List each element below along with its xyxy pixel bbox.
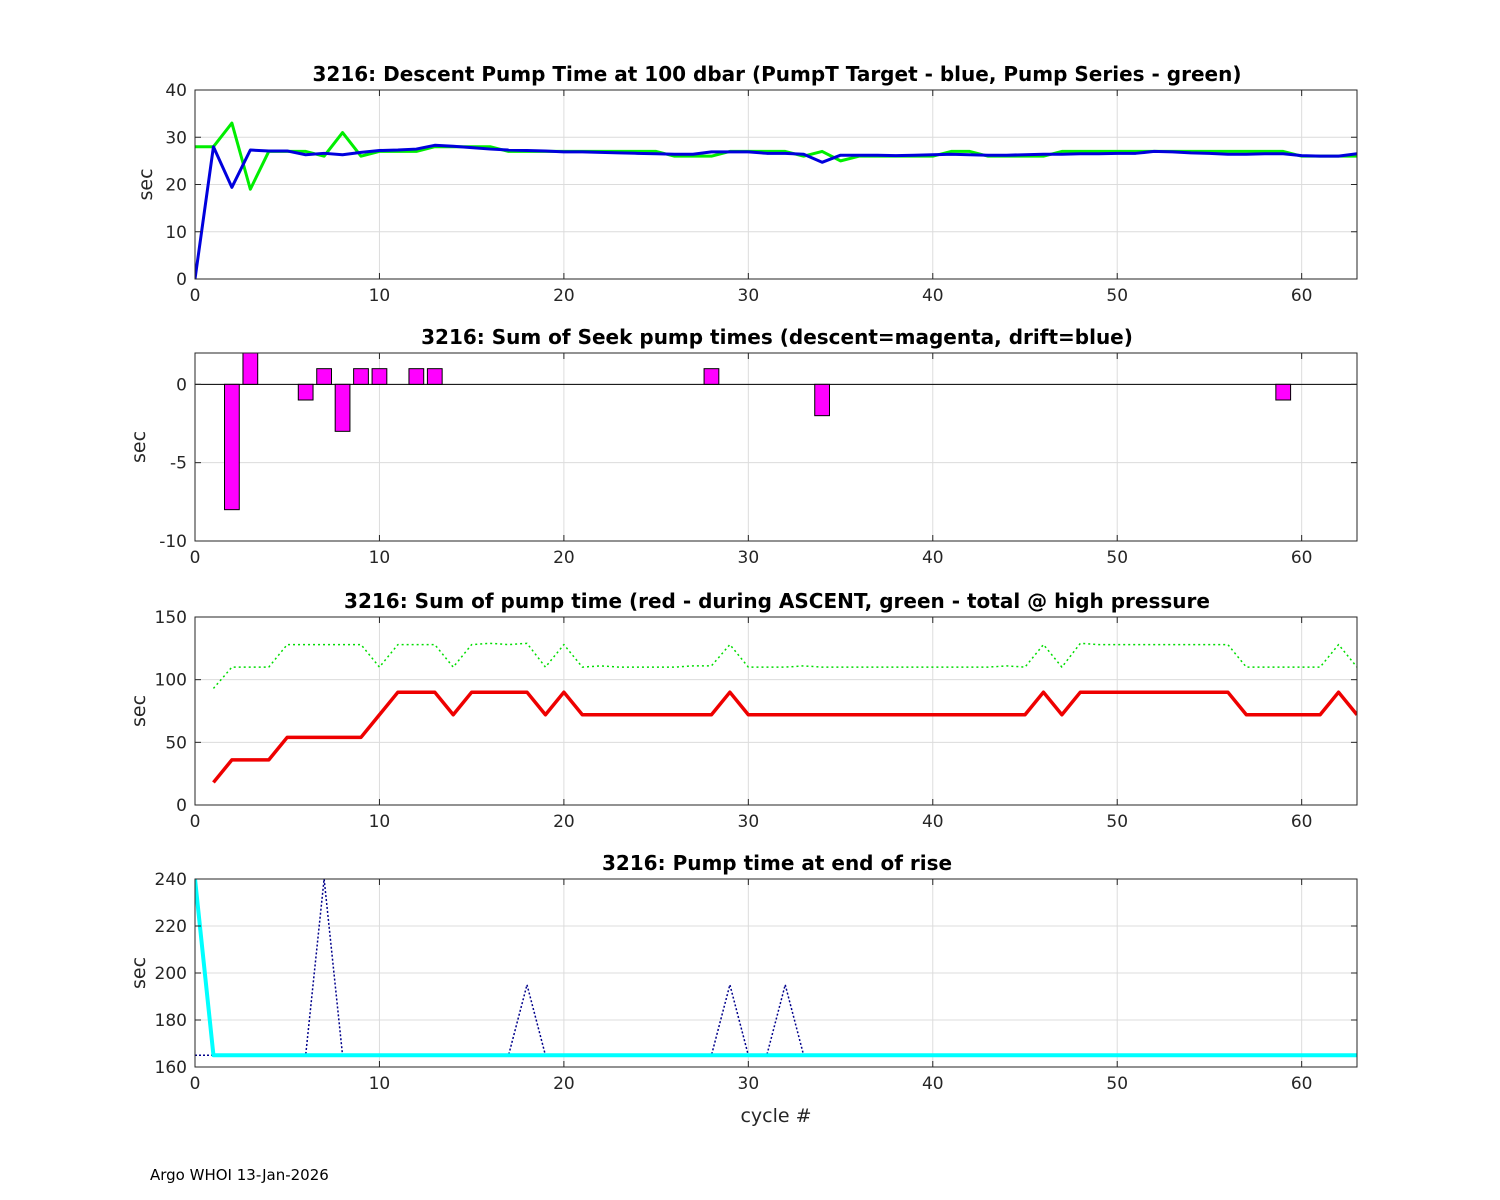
x-axis-label: cycle # (740, 1105, 811, 1127)
y-tick-label: 160 (155, 1058, 187, 1078)
y-tick-label: 40 (165, 81, 187, 101)
x-tick-label: 60 (1291, 286, 1313, 306)
axes-frame (194, 352, 1358, 542)
y-tick-label: 20 (165, 176, 187, 196)
y-axis-label: sec (135, 168, 157, 200)
bar-cycle-34 (814, 383, 830, 417)
x-tick-label: 30 (738, 812, 760, 832)
x-tick-label: 40 (922, 1074, 944, 1094)
footer-label: Argo WHOI 13-Jan-2026 (150, 1166, 329, 1184)
x-tick-label: 20 (553, 1074, 575, 1094)
x-tick-label: 60 (1291, 812, 1313, 832)
bar-cycle-12 (408, 368, 425, 385)
series-line-2 (195, 879, 1357, 1058)
x-tick-label: 60 (1291, 548, 1313, 568)
axes-frame (194, 616, 1358, 806)
x-tick-label: 10 (369, 1074, 391, 1094)
bar-cycle-13 (426, 368, 443, 385)
y-tick-label: 100 (155, 671, 187, 691)
y-tick-label: 0 (176, 796, 187, 816)
x-tick-label: 20 (553, 548, 575, 568)
y-tick-label: 30 (165, 128, 187, 148)
series-line-2 (195, 143, 1357, 279)
series-line-1 (212, 642, 1357, 689)
bar-cycle-8 (334, 383, 351, 432)
y-tick-label: 0 (176, 270, 187, 290)
y-tick-label: 240 (155, 870, 187, 890)
x-tick-label: 40 (922, 286, 944, 306)
bar-cycle-10 (371, 368, 388, 385)
x-tick-label: 30 (738, 1074, 760, 1094)
bar-cycle-7 (316, 368, 332, 385)
bar-cycle-6 (297, 383, 314, 401)
chart-title: 3216: Pump time at end of rise (602, 851, 952, 875)
x-tick-label: 0 (190, 286, 201, 306)
x-tick-label: 20 (553, 286, 575, 306)
x-tick-label: 40 (922, 812, 944, 832)
chart-panel-3: 0 10 20 30 40 50 60 0 50 100 150 3216: Sum of pump … (128, 589, 1358, 832)
bar-cycle-2 (224, 383, 240, 511)
chart-title: 3216: Sum of pump time (red - during ASC… (344, 589, 1210, 613)
data-layer (195, 879, 1357, 1058)
chart-panel-2: 0 10 20 30 40 50 60 -10 -5 0 3216: Sum of Seek pum… (128, 325, 1358, 568)
y-tick-label: 50 (165, 733, 187, 753)
y-tick-label: 150 (155, 608, 187, 628)
y-tick-label: -5 (170, 454, 187, 474)
chart-panel-1: 0 10 20 30 40 50 60 0 10 20 30 40 3216: Descent Pump… (135, 62, 1358, 306)
x-tick-label: 0 (190, 1074, 201, 1094)
x-tick-label: 50 (1106, 548, 1128, 568)
x-tick-label: 40 (922, 548, 944, 568)
x-tick-label: 20 (553, 812, 575, 832)
y-tick-label: 0 (176, 375, 187, 395)
chart-title: 3216: Sum of Seek pump times (descent=ma… (421, 325, 1133, 349)
series-line-1 (195, 121, 1357, 191)
bar-cycle-28 (703, 368, 720, 385)
x-tick-label: 10 (369, 812, 391, 832)
x-tick-label: 10 (369, 286, 391, 306)
y-axis-label: sec (128, 695, 150, 727)
x-tick-label: 0 (190, 548, 201, 568)
bar-cycle-3 (242, 353, 259, 385)
x-tick-label: 0 (190, 812, 201, 832)
chart-title: 3216: Descent Pump Time at 100 dbar (Pum… (313, 62, 1242, 86)
bar-cycle-59 (1275, 383, 1292, 401)
data-layer (212, 642, 1357, 784)
series-line-2 (212, 690, 1357, 784)
x-tick-label: 50 (1106, 1074, 1128, 1094)
y-tick-label: 10 (165, 223, 187, 243)
y-axis-label: sec (128, 431, 150, 463)
x-tick-label: 10 (369, 548, 391, 568)
series-line-1 (195, 879, 1357, 1056)
x-tick-label: 50 (1106, 812, 1128, 832)
y-tick-label: 200 (155, 964, 187, 984)
x-tick-label: 30 (738, 548, 760, 568)
x-tick-label: 50 (1106, 286, 1128, 306)
y-tick-label: 220 (155, 917, 187, 937)
x-tick-label: 30 (738, 286, 760, 306)
y-axis-label: sec (128, 957, 150, 989)
x-tick-label: 60 (1291, 1074, 1313, 1094)
bar-cycle-9 (353, 368, 369, 385)
data-layer (195, 353, 1357, 511)
data-layer (195, 121, 1357, 279)
y-tick-label: 180 (155, 1011, 187, 1031)
y-tick-label: -10 (159, 532, 187, 552)
chart-panel-4: 0 10 20 30 40 50 60 160 180 200 220 240 3216: Pump t… (128, 851, 1358, 1127)
